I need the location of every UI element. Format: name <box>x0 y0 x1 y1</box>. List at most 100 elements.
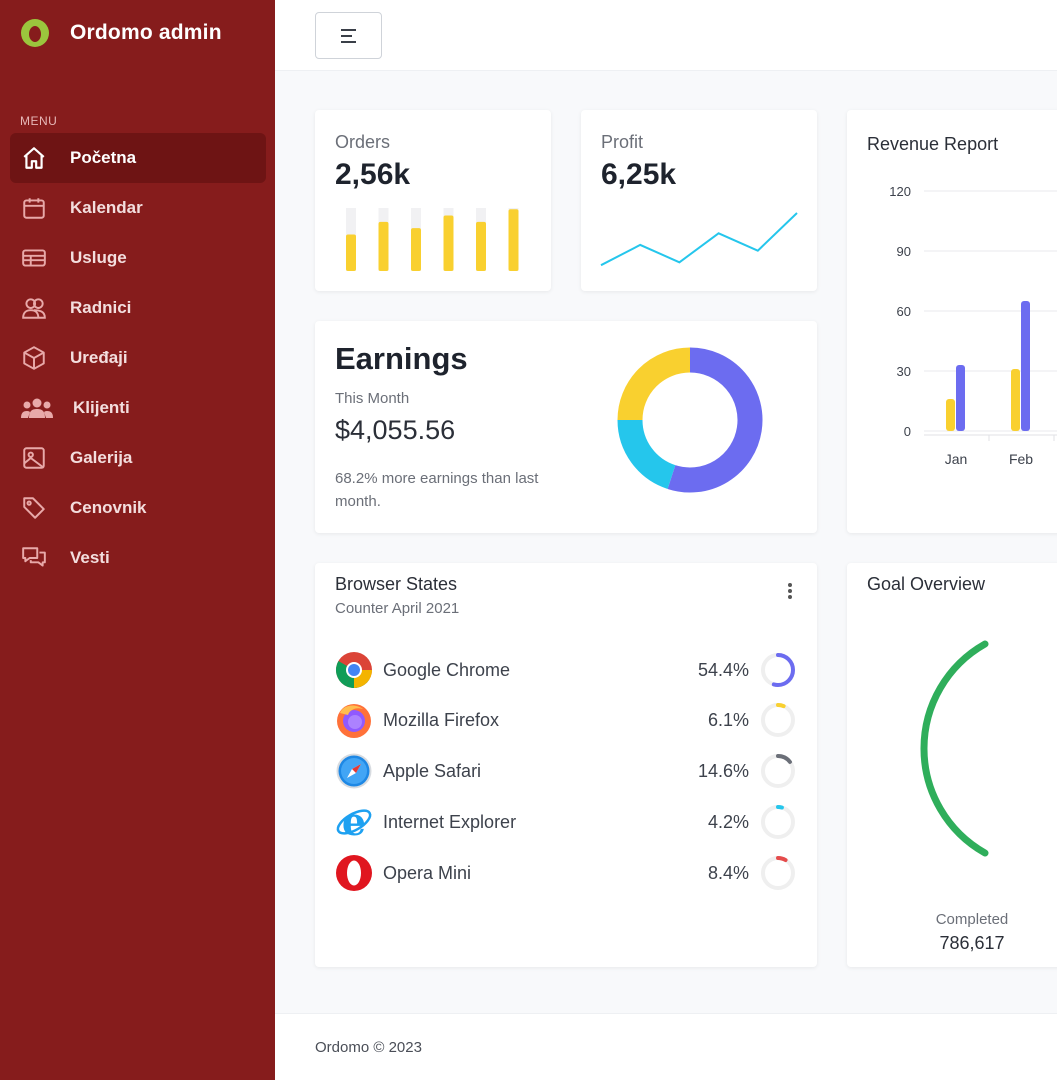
x-tick-label: Feb <box>1009 451 1033 467</box>
sidebar-item-uredjaji[interactable]: Uređaji <box>10 333 266 383</box>
earnings-amount: $4,055.56 <box>335 415 456 445</box>
donut-slice <box>667 347 763 493</box>
sidebar-item-label: Početna <box>70 148 137 167</box>
ring-progress <box>761 805 795 839</box>
sidebar-item-kalendar[interactable]: Kalendar <box>10 183 266 233</box>
safari-icon <box>336 753 372 789</box>
firefox-icon <box>337 704 371 738</box>
sidebar-item-label: Vesti <box>70 548 110 567</box>
bar <box>378 221 389 271</box>
browser-name: Internet Explorer <box>383 811 517 832</box>
goal-overview-title: Goal Overview <box>867 574 986 594</box>
list-item: Apple Safari 14.6% <box>335 751 797 791</box>
bar <box>346 234 356 271</box>
profit-line-chart <box>600 212 798 267</box>
footer: Ordomo © 2023 <box>275 1013 1057 1080</box>
calendar-icon <box>20 194 48 222</box>
list-item: Mozilla Firefox 6.1% <box>335 700 797 740</box>
browser-name: Opera Mini <box>383 862 472 883</box>
brand[interactable]: Ordomo admin <box>20 18 222 48</box>
ring-progress <box>761 653 795 687</box>
revenue-bar-chart: 120 90 60 30 0 Jan Feb <box>889 184 1057 467</box>
sidebar-item-galerija[interactable]: Galerija <box>10 433 266 483</box>
y-tick-label: 120 <box>889 184 911 199</box>
list-item: e Internet Explorer 4.2% <box>335 802 797 842</box>
bar <box>443 215 454 271</box>
sidebar-item-label: Uređaji <box>70 348 128 367</box>
sidebar-item-radnici[interactable]: Radnici <box>10 283 266 333</box>
earnings-title: Earnings <box>335 341 468 376</box>
more-options-icon[interactable] <box>785 581 795 601</box>
bar <box>508 209 519 271</box>
sidebar-item-label: Klijenti <box>73 398 130 417</box>
browser-states-title: Browser States <box>335 574 458 594</box>
ring-progress <box>761 856 795 890</box>
orders-label: Orders <box>335 132 391 152</box>
bar <box>476 221 486 271</box>
ring-track <box>761 805 795 839</box>
profit-label: Profit <box>601 132 644 152</box>
y-tick-label: 0 <box>904 424 911 439</box>
chat-icon <box>20 544 48 572</box>
image-icon <box>20 444 48 472</box>
svg-text:e: e <box>342 803 366 841</box>
progress-ring <box>761 653 795 687</box>
ring-track <box>761 703 795 737</box>
users-icon <box>20 294 48 322</box>
browser-states-subtitle: Counter April 2021 <box>335 600 460 617</box>
browser-percent: 4.2% <box>707 811 749 832</box>
sidebar-item-cenovnik[interactable]: Cenovnik <box>10 483 266 533</box>
chrome-icon <box>335 652 372 689</box>
revenue-bar <box>946 399 955 431</box>
sidebar-item-label: Cenovnik <box>70 498 147 517</box>
sidebar-item-label: Radnici <box>70 298 132 317</box>
x-tick-label: Jan <box>945 451 968 467</box>
revenue-bar <box>956 365 965 431</box>
browser-states-card: Browser States Counter April 2021 Google… <box>315 563 817 967</box>
earnings-donut-chart <box>617 347 763 493</box>
browser-percent: 54.4% <box>697 659 749 680</box>
browser-name: Apple Safari <box>383 760 482 781</box>
brand-name: Ordomo admin <box>70 21 222 44</box>
sidebar-item-label: Usluge <box>70 248 127 267</box>
earnings-card: Earnings This Month $4,055.56 68.2% more… <box>315 321 817 533</box>
browser-percent: 8.4% <box>707 862 749 883</box>
sidebar-item-label: Galerija <box>70 448 133 467</box>
ie-icon: e <box>336 803 372 841</box>
progress-ring <box>761 754 795 788</box>
sidebar-item-klijenti[interactable]: Klijenti <box>10 383 266 433</box>
profit-card: Profit 6,25k <box>581 110 817 291</box>
home-icon <box>20 144 48 172</box>
menu-label: MENU <box>20 114 58 128</box>
revenue-bar <box>1011 369 1020 431</box>
earnings-note: 68.2% more earnings than last month. <box>335 470 539 510</box>
revenue-card: Revenue Report 120 90 60 30 0 Jan Feb <box>847 110 1057 533</box>
goal-overview-card: Goal Overview Completed 786,617 <box>847 563 1057 967</box>
revenue-title: Revenue Report <box>867 134 999 154</box>
browser-name: Mozilla Firefox <box>383 709 500 730</box>
ring-progress <box>761 703 795 737</box>
opera-icon <box>336 855 372 891</box>
sidebar-item-usluge[interactable]: Usluge <box>10 233 266 283</box>
y-tick-label: 90 <box>897 244 911 259</box>
orders-bar-chart <box>346 208 519 271</box>
progress-ring <box>761 856 795 890</box>
sidebar-item-pocetna[interactable]: Početna <box>10 133 266 183</box>
sidebar-item-label: Kalendar <box>70 198 143 217</box>
sidebar-item-vesti[interactable]: Vesti <box>10 533 266 583</box>
sidebar: Ordomo admin MENU Početna Kalendar Uslug… <box>0 0 275 1080</box>
list-item: Opera Mini 8.4% <box>335 853 797 893</box>
y-tick-label: 30 <box>897 364 911 379</box>
menu-toggle-button[interactable] <box>315 12 382 59</box>
browser-percent: 6.1% <box>707 709 749 730</box>
donut-slice <box>617 419 676 489</box>
table-icon <box>20 244 48 272</box>
y-tick-label: 60 <box>897 304 911 319</box>
ring-track <box>761 856 795 890</box>
orders-value: 2,56k <box>335 158 411 191</box>
tag-icon <box>20 494 48 522</box>
earnings-subtitle: This Month <box>335 390 410 407</box>
progress-ring <box>761 805 795 839</box>
sidebar-nav: Početna Kalendar Usluge Radnici Uređaji <box>10 133 266 583</box>
clients-icon <box>20 394 54 422</box>
